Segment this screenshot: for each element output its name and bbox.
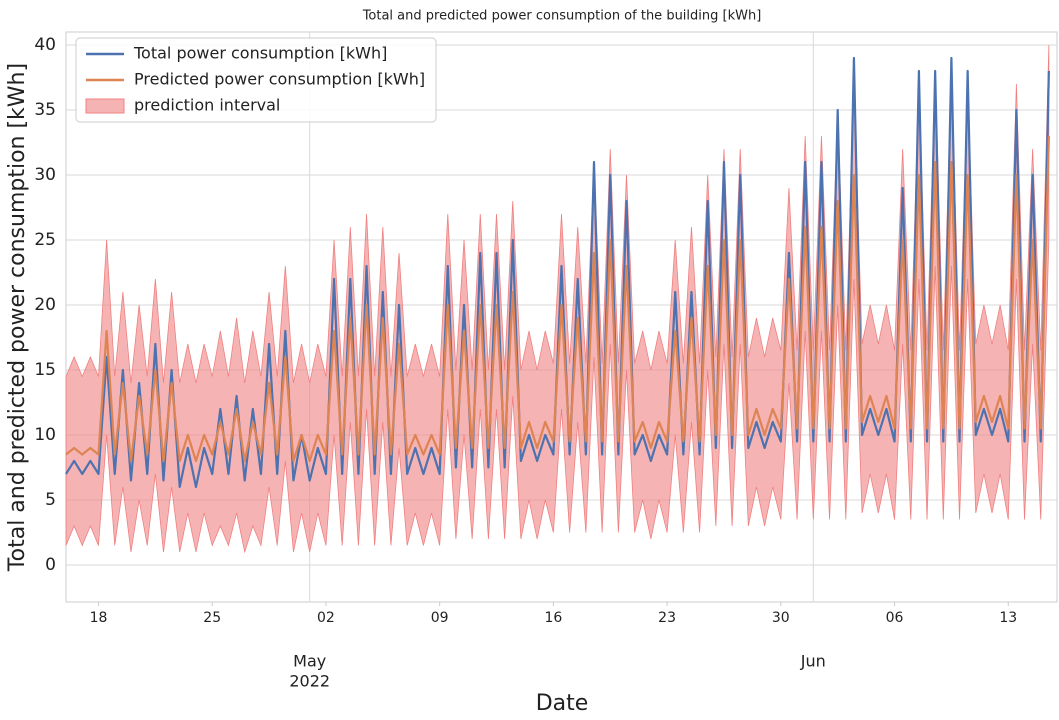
x-major-tick-label: Jun bbox=[800, 652, 826, 671]
x-tick-label: 06 bbox=[886, 610, 904, 626]
legend-box bbox=[75, 37, 437, 123]
y-tick-label: 15 bbox=[34, 360, 56, 380]
y-tick-label: 5 bbox=[45, 490, 56, 510]
series-line bbox=[65, 135, 1050, 463]
legend-label: Predicted power consumption [kWh] bbox=[134, 70, 425, 89]
y-tick-label: 30 bbox=[34, 165, 56, 185]
x-axis-label: Date bbox=[536, 691, 589, 716]
y-axis-label: Total and predicted power consumption [k… bbox=[5, 63, 30, 572]
x-tick-label: 30 bbox=[772, 610, 790, 626]
y-tick-label: 40 bbox=[34, 35, 56, 55]
y-tick-label: 10 bbox=[34, 425, 56, 445]
x-major-tick-sublabel: 2022 bbox=[289, 672, 330, 691]
legend-label: prediction interval bbox=[134, 96, 280, 115]
y-tick-label: 0 bbox=[45, 555, 56, 575]
y-tick-label: 20 bbox=[34, 295, 56, 315]
x-tick-label: 09 bbox=[431, 610, 449, 626]
x-tick-label: 23 bbox=[658, 610, 676, 626]
x-tick-label: 18 bbox=[90, 610, 108, 626]
chart-title: Total and predicted power consumption of… bbox=[362, 9, 762, 24]
y-tick-label: 35 bbox=[34, 100, 56, 120]
x-tick-label: 13 bbox=[999, 610, 1017, 626]
prediction-interval bbox=[65, 44, 1050, 554]
x-tick-label: 02 bbox=[317, 610, 335, 626]
legend-swatch bbox=[85, 98, 125, 114]
legend-label: Total power consumption [kWh] bbox=[133, 44, 387, 63]
x-major-tick-label: May bbox=[293, 652, 326, 671]
y-tick-label: 25 bbox=[34, 230, 56, 250]
legend: Total power consumption [kWh] Predicted p… bbox=[75, 37, 437, 123]
x-tick-label: 16 bbox=[544, 610, 562, 626]
x-tick-label: 25 bbox=[203, 610, 221, 626]
